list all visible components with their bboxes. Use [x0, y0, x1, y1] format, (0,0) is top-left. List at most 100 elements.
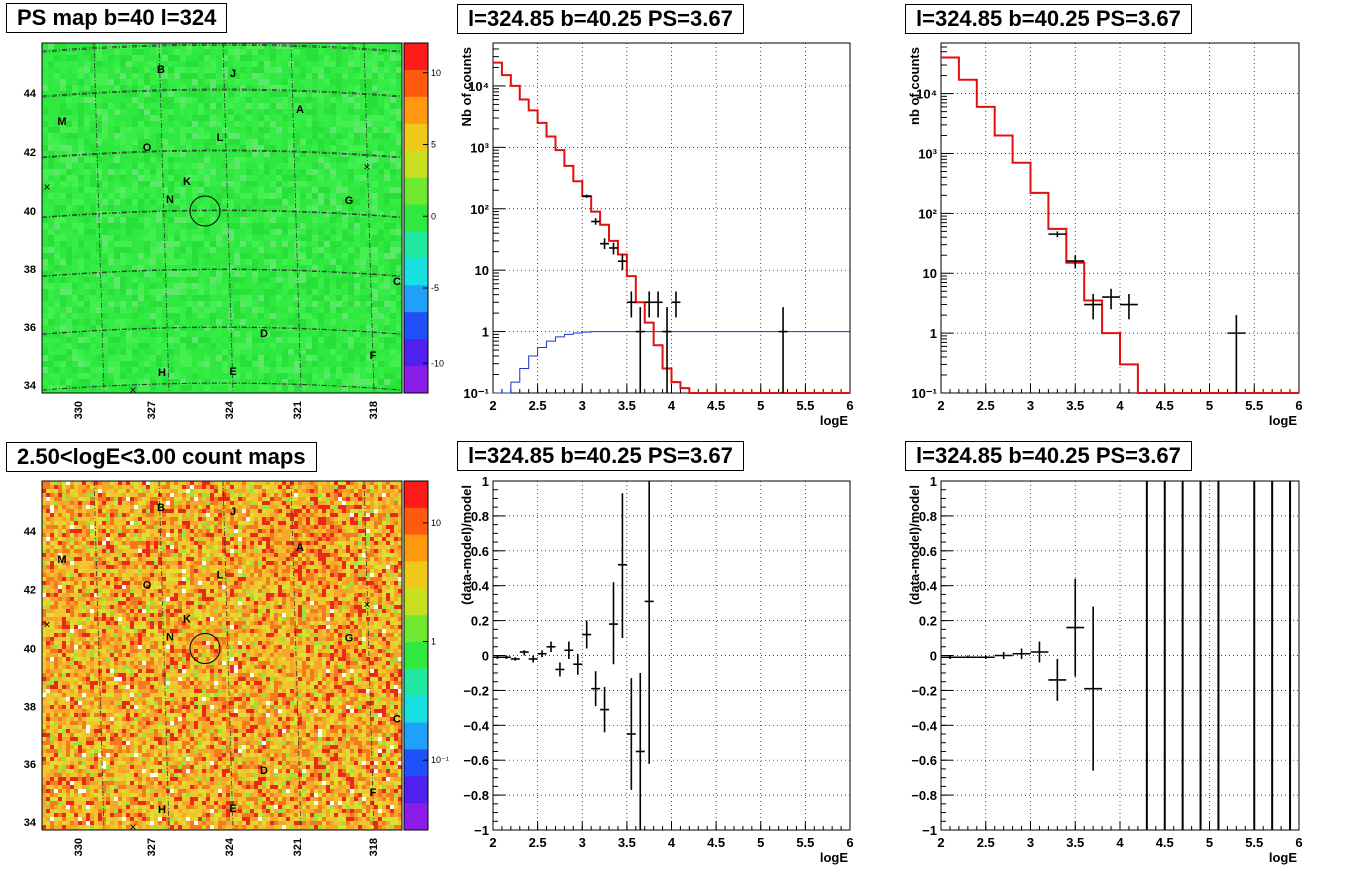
map-pixel — [74, 709, 78, 713]
map-pixel — [84, 367, 90, 373]
map-pixel — [94, 685, 98, 689]
map-pixel — [372, 253, 378, 259]
map-pixel — [106, 733, 110, 737]
map-pixel — [110, 585, 114, 589]
map-pixel — [276, 187, 282, 193]
y-tick-label: 0.4 — [919, 579, 938, 594]
map-pixel — [114, 689, 118, 693]
map-pixel — [216, 379, 222, 385]
map-pixel — [354, 49, 360, 55]
map-pixel — [78, 355, 84, 361]
map-pixel — [330, 103, 336, 109]
map-pixel — [118, 761, 122, 765]
map-pixel — [222, 379, 228, 385]
map-pixel — [106, 649, 110, 653]
map-pixel — [86, 581, 90, 585]
map-pixel — [180, 151, 186, 157]
map-pixel — [240, 49, 246, 55]
colorbar-segment — [404, 204, 428, 232]
map-pixel — [110, 793, 114, 797]
map-pixel — [74, 681, 78, 685]
map-pixel — [98, 749, 102, 753]
map-pixel — [74, 801, 78, 805]
map-pixel — [126, 521, 130, 525]
map-pixel — [58, 557, 62, 561]
map-pixel — [156, 139, 162, 145]
cross-marker: × — [363, 160, 370, 174]
map-pixel — [162, 139, 168, 145]
map-pixel — [70, 713, 74, 717]
map-pixel — [222, 91, 228, 97]
map-pixel — [110, 689, 114, 693]
map-pixel — [74, 713, 78, 717]
map-pixel — [74, 757, 78, 761]
map-pixel — [122, 705, 126, 709]
map-pixel — [70, 717, 74, 721]
map-pixel — [86, 773, 90, 777]
map-pixel — [168, 367, 174, 373]
map-pixel — [98, 721, 102, 725]
map-pixel — [126, 217, 132, 223]
map-pixel — [50, 729, 54, 733]
map-pixel — [132, 187, 138, 193]
map-pixel — [50, 737, 54, 741]
map-pixel — [378, 253, 384, 259]
map-pixel — [66, 809, 70, 813]
map-pixel — [162, 109, 168, 115]
y-tick-label: −0.2 — [911, 683, 937, 698]
map-pixel — [114, 765, 118, 769]
map-pixel — [390, 271, 396, 277]
map-pixel — [306, 55, 312, 61]
map-pixel — [42, 821, 46, 825]
map-pixel — [122, 685, 126, 689]
map-pixel — [118, 801, 122, 805]
map-pixel — [210, 205, 216, 211]
map-pixel — [276, 103, 282, 109]
map-pixel — [42, 295, 48, 301]
map-pixel — [42, 283, 48, 289]
map-pixel — [270, 247, 276, 253]
map-pixel — [78, 379, 84, 385]
map-pixel — [58, 717, 62, 721]
map-pixel — [102, 85, 108, 91]
map-pixel — [360, 199, 366, 205]
map-pixel — [348, 85, 354, 91]
map-pixel — [86, 789, 90, 793]
map-pixel — [42, 605, 46, 609]
map-pixel — [294, 103, 300, 109]
map-pixel — [294, 349, 300, 355]
map-pixel — [336, 49, 342, 55]
map-pixel — [390, 55, 396, 61]
map-pixel — [118, 645, 122, 649]
map-pixel — [336, 73, 342, 79]
map-pixel — [62, 701, 66, 705]
map-pixel — [348, 109, 354, 115]
map-pixel — [120, 307, 126, 313]
map-pixel — [84, 91, 90, 97]
map-pixel — [372, 205, 378, 211]
map-pixel — [106, 821, 110, 825]
map-pixel — [98, 617, 102, 621]
map-pixel — [300, 271, 306, 277]
map-pixel — [66, 565, 70, 569]
map-pixel — [210, 85, 216, 91]
map-pixel — [174, 175, 180, 181]
map-pixel — [122, 777, 126, 781]
map-pixel — [234, 79, 240, 85]
map-pixel — [174, 361, 180, 367]
map-pixel — [98, 665, 102, 669]
map-pixel — [354, 367, 360, 373]
map-pixel — [78, 725, 82, 729]
map-pixel — [180, 49, 186, 55]
map-pixel — [90, 271, 96, 277]
map-pixel — [336, 139, 342, 145]
map-pixel — [186, 43, 192, 49]
map-pixel — [118, 749, 122, 753]
map-pixel — [252, 223, 258, 229]
map-pixel — [82, 517, 86, 521]
map-pixel — [46, 549, 50, 553]
map-pixel — [58, 605, 62, 609]
map-pixel — [46, 709, 50, 713]
map-pixel — [60, 367, 66, 373]
map-pixel — [114, 331, 120, 337]
